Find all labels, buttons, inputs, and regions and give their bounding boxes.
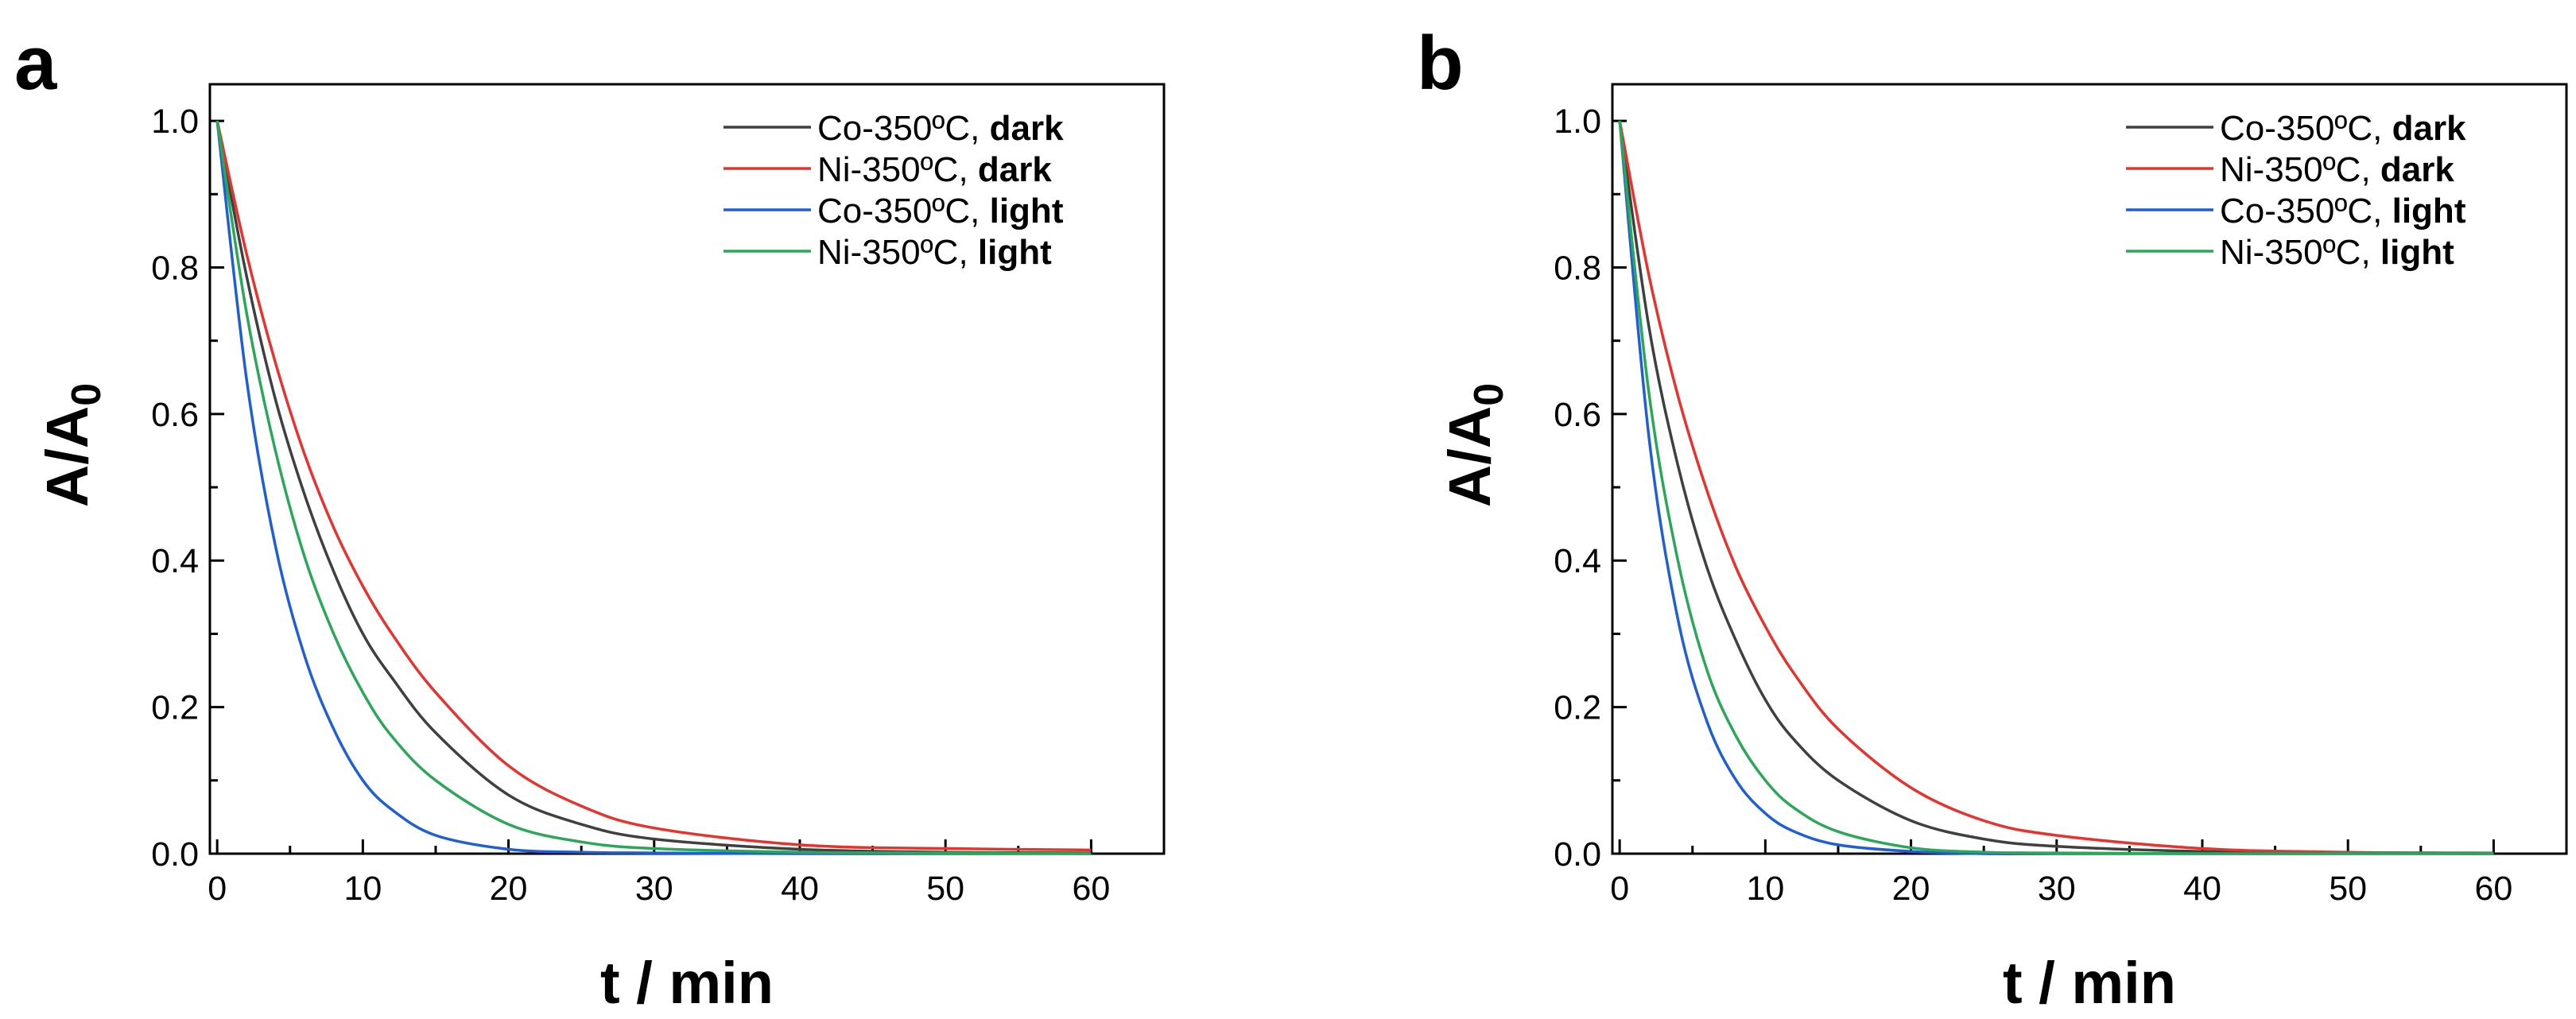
series-line-co-350-c-light — [1618, 120, 2494, 855]
legend-label: Ni-350ºC, light — [2220, 233, 2454, 272]
legend-label-sample: Co-350ºC, — [817, 192, 990, 231]
legend-label-condition: dark — [2380, 150, 2454, 189]
legend-label-condition: dark — [990, 109, 1064, 148]
legend-label-condition: light — [2392, 192, 2466, 231]
x-tick-label: 60 — [1072, 870, 1110, 908]
x-tick-label: 20 — [490, 870, 528, 908]
series-line-co-350-c-light — [215, 120, 1092, 855]
panel-label-a: a — [14, 21, 57, 106]
legend-label-condition: dark — [978, 150, 1052, 189]
y-tick-label: 0.6 — [151, 396, 199, 434]
y-tick-label: 0.2 — [1554, 689, 1601, 727]
legend-label: Ni-350ºC, dark — [2220, 150, 2454, 189]
x-axis-title: t / min — [2003, 950, 2176, 1016]
x-tick-label: 20 — [1892, 870, 1930, 908]
series-line-co-350-c-dark — [1618, 120, 2494, 855]
legend-label: Co-350ºC, light — [817, 192, 1064, 231]
y-tick-label: 0.8 — [1554, 249, 1601, 287]
axis-ticks: 0 10 20 30 40 50 60 0.0 0.2 0.4 0.6 0.8 1.0 — [1554, 103, 2512, 908]
legend-label: Co-350ºC, dark — [817, 109, 1064, 148]
legend-label-condition: light — [990, 192, 1064, 231]
legend-label-sample: Co-350ºC, — [2220, 109, 2392, 148]
y-tick-label: 0.6 — [1554, 396, 1601, 434]
legend-label: Ni-350ºC, dark — [817, 150, 1052, 189]
series-line-ni-350-c-light — [1618, 120, 2494, 855]
x-tick-label: 10 — [343, 870, 382, 908]
y-tick-label: 1.0 — [151, 103, 199, 141]
legend-label: Co-350ºC, light — [2220, 192, 2466, 231]
legend-label-sample: Co-350ºC, — [2220, 192, 2392, 231]
legend-label-condition: light — [2380, 233, 2454, 272]
legend-label-sample: Ni-350ºC, — [817, 233, 978, 272]
x-tick-label: 40 — [781, 870, 819, 908]
legend-label-sample: Ni-350ºC, — [817, 150, 978, 189]
axis-ticks: 0 10 20 30 40 50 60 0.0 0.2 0.4 0.6 0.8 1.0 — [151, 103, 1110, 908]
x-tick-label: 50 — [2329, 870, 2367, 908]
legend-label: Co-350ºC, dark — [2220, 109, 2466, 148]
x-tick-label: 0 — [1610, 870, 1629, 908]
x-tick-label: 30 — [2038, 870, 2076, 908]
y-axis-title: A/A0 — [1437, 383, 1512, 507]
panel-b: b 0 10 20 30 40 50 60 0.0 0.2 0.4 0.6 0.8 1.0 Co-350… — [1417, 21, 2568, 1016]
x-tick-label: 10 — [1746, 870, 1784, 908]
x-tick-label: 40 — [2183, 870, 2221, 908]
x-tick-label: 50 — [926, 870, 964, 908]
x-tick-label: 30 — [635, 870, 673, 908]
x-axis-title: t / min — [600, 950, 774, 1016]
y-axis-title-subscript: 0 — [1466, 383, 1512, 406]
panel-a: a 0 10 20 30 40 50 60 0.0 0.2 0.4 0.6 0.8 1.0 Co-350… — [14, 21, 1166, 1016]
y-axis-title: A/A0 — [34, 383, 110, 507]
y-tick-label: 0.0 — [151, 835, 199, 874]
panel-label-b: b — [1417, 21, 1464, 106]
y-axis-title-main: A/A — [1437, 406, 1503, 507]
y-tick-label: 0.4 — [1554, 542, 1601, 580]
legend-label-sample: Co-350ºC, — [817, 109, 990, 148]
x-tick-label: 60 — [2474, 870, 2512, 908]
y-tick-label: 0.2 — [151, 689, 199, 727]
legend-label-condition: light — [978, 233, 1052, 272]
series-lines — [215, 120, 1092, 855]
legend-label-condition: dark — [2392, 109, 2466, 148]
y-axis-title-main: A/A — [34, 406, 100, 507]
y-tick-label: 1.0 — [1554, 103, 1601, 141]
series-line-co-350-c-dark — [215, 120, 1092, 854]
series-line-ni-350-c-dark — [215, 120, 1092, 852]
series-lines — [1618, 120, 2494, 855]
y-tick-label: 0.4 — [151, 542, 199, 580]
y-tick-label: 0.0 — [1554, 835, 1601, 874]
legend-label-sample: Ni-350ºC, — [2220, 150, 2380, 189]
series-line-ni-350-c-dark — [1618, 120, 2494, 854]
series-line-ni-350-c-light — [215, 120, 1092, 855]
legend-label-sample: Ni-350ºC, — [2220, 233, 2380, 272]
y-tick-label: 0.8 — [151, 249, 199, 287]
legend-label: Ni-350ºC, light — [817, 233, 1052, 272]
x-tick-label: 0 — [208, 870, 227, 908]
y-axis-title-subscript: 0 — [64, 383, 110, 406]
